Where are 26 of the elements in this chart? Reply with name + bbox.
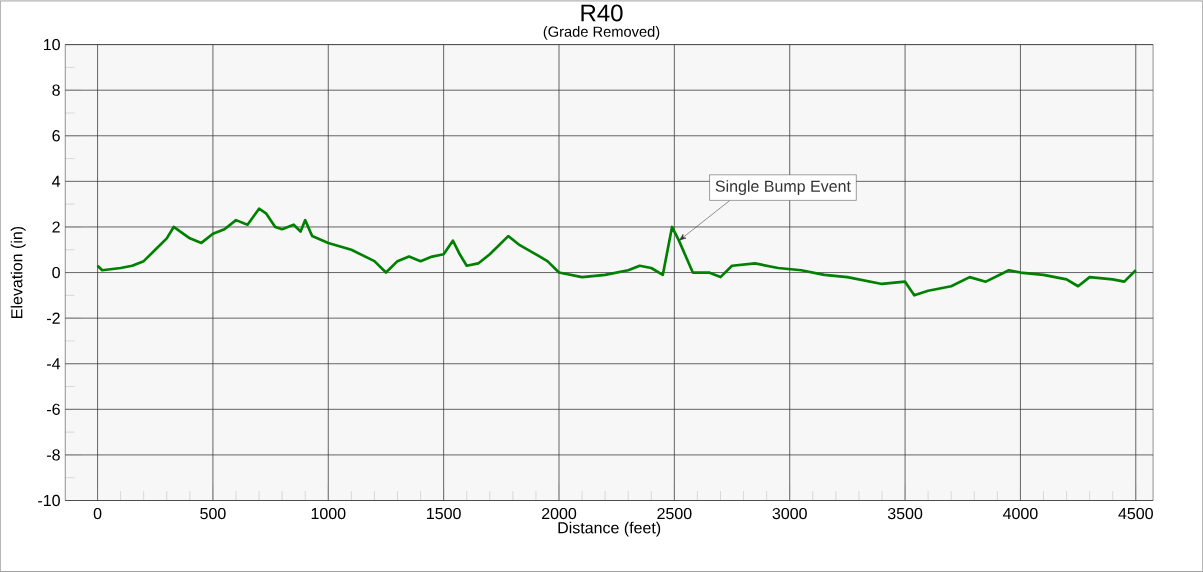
- x-tick-label: 4500: [1118, 508, 1153, 520]
- y-tick-label: -2: [47, 312, 60, 324]
- x-tick-label: 3500: [887, 508, 923, 520]
- x-tick-label: 1000: [311, 508, 346, 520]
- y-tick-label: -4: [47, 358, 61, 370]
- x-tick-label: 1500: [427, 508, 461, 520]
- x-tick-label: 4000: [1003, 508, 1038, 520]
- x-tick-label: 2000: [541, 508, 577, 520]
- x-tick-label: 500: [200, 508, 226, 520]
- x-tick-label: 3000: [772, 508, 807, 520]
- chart-title: R40: [581, 4, 623, 22]
- x-axis-title: Distance (feet): [558, 521, 661, 537]
- y-tick-label: 6: [52, 130, 60, 142]
- y-tick-label: -6: [47, 403, 60, 416]
- y-tick-label: 4: [52, 175, 61, 187]
- chart-subtitle: (Grade Removed): [543, 26, 660, 40]
- annotation: Single Bump Event: [715, 180, 851, 196]
- y-axis-title: Elevation (in): [10, 227, 26, 319]
- y-tick-label: 10: [43, 39, 60, 51]
- y-tick-label: 0: [52, 267, 60, 279]
- y-tick-label: -8: [47, 449, 60, 461]
- x-tick-label: 0: [93, 508, 102, 520]
- x-tick-label: 2500: [657, 508, 692, 520]
- y-tick-label: 2: [52, 221, 60, 233]
- y-tick-label: -10: [38, 494, 60, 507]
- y-tick-label: 8: [52, 84, 60, 96]
